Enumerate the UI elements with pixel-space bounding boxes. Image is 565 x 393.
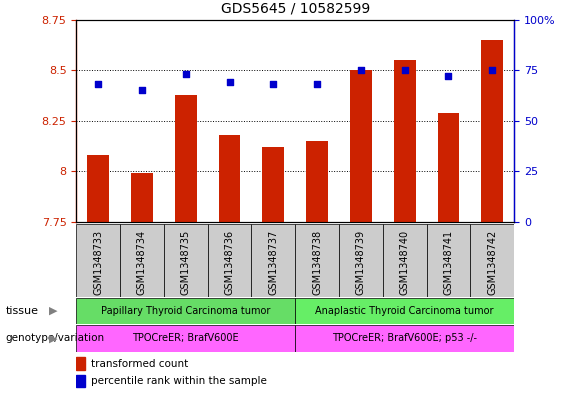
Bar bbox=[339, 224, 383, 297]
Bar bbox=[295, 298, 514, 324]
Text: GSM1348736: GSM1348736 bbox=[224, 230, 234, 295]
Bar bbox=[175, 95, 197, 222]
Bar bbox=[427, 224, 470, 297]
Point bbox=[357, 67, 366, 73]
Text: GSM1348734: GSM1348734 bbox=[137, 230, 147, 295]
Bar bbox=[131, 173, 153, 222]
Bar bbox=[208, 224, 251, 297]
Bar bbox=[262, 147, 284, 222]
Bar bbox=[251, 224, 295, 297]
Bar bbox=[481, 40, 503, 222]
Text: percentile rank within the sample: percentile rank within the sample bbox=[91, 376, 267, 386]
Bar bbox=[76, 298, 295, 324]
Text: GSM1348733: GSM1348733 bbox=[93, 230, 103, 295]
Bar bbox=[87, 155, 109, 222]
Bar bbox=[76, 224, 120, 297]
Bar bbox=[437, 113, 459, 222]
Title: GDS5645 / 10582599: GDS5645 / 10582599 bbox=[220, 2, 370, 16]
Bar bbox=[295, 224, 339, 297]
Bar bbox=[219, 135, 241, 222]
Bar bbox=[76, 357, 85, 369]
Point bbox=[444, 73, 453, 79]
Bar bbox=[383, 224, 427, 297]
Point bbox=[181, 71, 190, 77]
Bar bbox=[470, 224, 514, 297]
Bar bbox=[120, 224, 164, 297]
Text: GSM1348737: GSM1348737 bbox=[268, 230, 279, 295]
Text: Papillary Thyroid Carcinoma tumor: Papillary Thyroid Carcinoma tumor bbox=[101, 306, 271, 316]
Point bbox=[488, 67, 497, 73]
Text: GSM1348735: GSM1348735 bbox=[181, 230, 191, 295]
Bar bbox=[394, 60, 416, 222]
Text: transformed count: transformed count bbox=[91, 358, 188, 369]
Text: GSM1348738: GSM1348738 bbox=[312, 230, 322, 295]
Bar bbox=[350, 70, 372, 222]
Point bbox=[225, 79, 234, 86]
Bar bbox=[76, 325, 295, 352]
Bar bbox=[164, 224, 208, 297]
Point bbox=[312, 81, 321, 88]
Text: tissue: tissue bbox=[6, 306, 38, 316]
Text: ▶: ▶ bbox=[49, 333, 58, 343]
Text: GSM1348741: GSM1348741 bbox=[444, 230, 454, 295]
Point bbox=[94, 81, 103, 88]
Text: TPOCreER; BrafV600E: TPOCreER; BrafV600E bbox=[132, 333, 239, 343]
Bar bbox=[306, 141, 328, 222]
Text: GSM1348742: GSM1348742 bbox=[487, 230, 497, 295]
Bar bbox=[295, 325, 514, 352]
Point bbox=[400, 67, 409, 73]
Text: Anaplastic Thyroid Carcinoma tumor: Anaplastic Thyroid Carcinoma tumor bbox=[315, 306, 494, 316]
Bar bbox=[76, 375, 85, 387]
Text: GSM1348740: GSM1348740 bbox=[399, 230, 410, 295]
Text: ▶: ▶ bbox=[49, 306, 58, 316]
Text: genotype/variation: genotype/variation bbox=[6, 333, 105, 343]
Point bbox=[269, 81, 278, 88]
Point bbox=[137, 87, 146, 94]
Text: GSM1348739: GSM1348739 bbox=[356, 230, 366, 295]
Text: TPOCreER; BrafV600E; p53 -/-: TPOCreER; BrafV600E; p53 -/- bbox=[332, 333, 477, 343]
